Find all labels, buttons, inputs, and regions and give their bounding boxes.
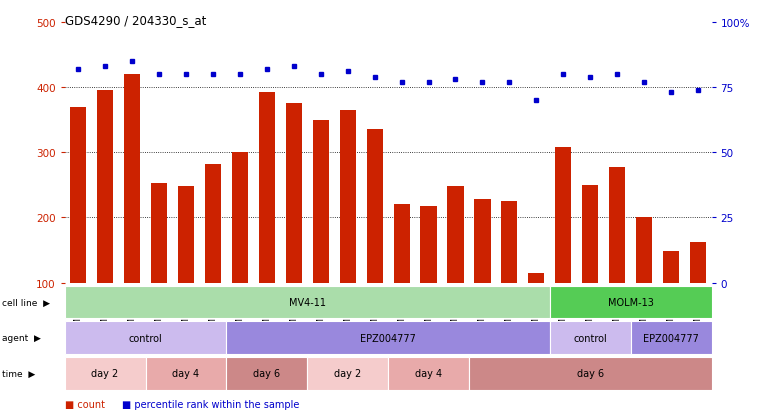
Bar <box>124 75 140 283</box>
Bar <box>70 107 86 283</box>
Bar <box>631 322 712 354</box>
Bar <box>145 357 227 389</box>
Text: control: control <box>573 333 607 343</box>
Text: MOLM-13: MOLM-13 <box>608 297 654 307</box>
Text: agent  ▶: agent ▶ <box>2 333 40 342</box>
Bar <box>151 183 167 283</box>
Bar <box>663 252 679 283</box>
Bar <box>227 357 307 389</box>
Bar <box>307 357 388 389</box>
Text: EPZ004777: EPZ004777 <box>360 333 416 343</box>
Bar <box>501 202 517 283</box>
Text: time  ▶: time ▶ <box>2 369 35 378</box>
Bar <box>97 91 113 283</box>
Bar <box>528 273 544 283</box>
Bar <box>259 93 275 283</box>
Text: EPZ004777: EPZ004777 <box>643 333 699 343</box>
Bar <box>469 357 712 389</box>
Bar <box>205 164 221 283</box>
Bar <box>636 218 652 283</box>
Bar <box>393 205 409 283</box>
Bar <box>582 185 598 283</box>
Bar <box>339 111 356 283</box>
Bar <box>556 147 572 283</box>
Bar <box>227 322 550 354</box>
Bar <box>178 187 194 283</box>
Bar <box>690 242 706 283</box>
Text: control: control <box>129 333 162 343</box>
Text: day 4: day 4 <box>415 368 442 378</box>
Text: cell line  ▶: cell line ▶ <box>2 298 49 307</box>
Bar <box>550 322 631 354</box>
Text: GDS4290 / 204330_s_at: GDS4290 / 204330_s_at <box>65 14 206 27</box>
Text: MV4-11: MV4-11 <box>288 297 326 307</box>
Bar <box>421 207 437 283</box>
Bar <box>232 153 248 283</box>
Bar <box>285 104 302 283</box>
Bar <box>313 120 329 283</box>
Text: ■ count: ■ count <box>65 399 105 409</box>
Bar <box>65 286 550 318</box>
Bar <box>447 187 463 283</box>
Bar <box>65 322 227 354</box>
Text: day 2: day 2 <box>91 368 119 378</box>
Bar <box>65 357 145 389</box>
Bar <box>609 167 626 283</box>
Text: day 4: day 4 <box>173 368 199 378</box>
Bar <box>550 286 712 318</box>
Text: ■ percentile rank within the sample: ■ percentile rank within the sample <box>122 399 299 409</box>
Bar <box>474 199 491 283</box>
Text: day 6: day 6 <box>577 368 603 378</box>
Bar <box>367 130 383 283</box>
Text: day 2: day 2 <box>334 368 361 378</box>
Text: day 6: day 6 <box>253 368 280 378</box>
Bar <box>388 357 469 389</box>
